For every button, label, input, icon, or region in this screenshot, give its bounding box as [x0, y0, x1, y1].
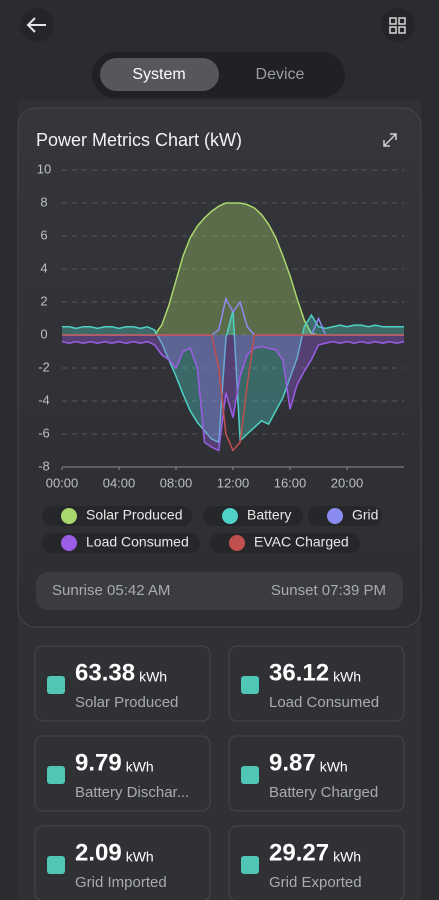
y-tick-label: 6 — [40, 227, 47, 242]
legend-pill[interactable] — [42, 506, 192, 526]
legend-pill[interactable] — [308, 506, 382, 526]
x-tick-label: 20:00 — [331, 475, 364, 490]
legend-swatch — [61, 508, 77, 524]
stat-label: Solar Produced — [75, 694, 178, 711]
stat-icon — [241, 766, 259, 784]
chart-title: Power Metrics Chart (kW) — [36, 130, 242, 150]
stat-value: 36.12 — [269, 659, 329, 686]
stat-card — [34, 645, 211, 722]
sunrise: Sunrise 05:42 AM — [52, 582, 170, 599]
stat-card — [228, 735, 405, 812]
stat-label: Grid Exported — [269, 874, 362, 891]
stat-card — [34, 825, 211, 900]
legend-swatch — [222, 508, 238, 524]
x-tick-label: 00:00 — [46, 475, 79, 490]
x-tick-label: 08:00 — [160, 475, 193, 490]
stat-unit: kWh — [139, 669, 167, 685]
y-tick-label: 2 — [40, 293, 47, 308]
stat-unit: kWh — [126, 759, 154, 775]
legend-label: Grid — [352, 507, 378, 523]
stat-unit: kWh — [320, 759, 348, 775]
tab[interactable]: System — [132, 66, 185, 83]
chart-card — [17, 107, 422, 628]
stat-icon — [241, 856, 259, 874]
back-button[interactable] — [20, 8, 54, 42]
stat-unit: kWh — [126, 849, 154, 865]
legend-pill[interactable] — [210, 533, 360, 553]
series-area — [62, 203, 404, 335]
stat-value: 2.09 — [75, 839, 122, 866]
y-tick-label: -6 — [38, 425, 50, 440]
y-tick-label: 8 — [40, 194, 47, 209]
tab-active[interactable] — [100, 58, 219, 91]
stat-value: 29.27 — [269, 839, 329, 866]
y-tick-label: 0 — [40, 326, 47, 341]
stat-unit: kWh — [333, 849, 361, 865]
legend-pill[interactable] — [42, 533, 200, 553]
stat-value: 9.87 — [269, 749, 316, 776]
expand-button[interactable] — [383, 133, 397, 147]
y-tick-label: -8 — [38, 458, 50, 473]
legend-label: EVAC Charged — [254, 534, 349, 550]
x-tick-label: 12:00 — [217, 475, 250, 490]
legend-label: Load Consumed — [86, 534, 189, 550]
stat-label: Load Consumed — [269, 694, 379, 711]
legend-label: Solar Produced — [86, 507, 183, 523]
grid-button[interactable] — [381, 8, 415, 42]
stat-label: Battery Charged — [269, 784, 378, 801]
legend: Solar Produced Battery Grid Load Consumed EV… — [42, 506, 382, 553]
sun-bar — [36, 572, 403, 610]
x-tick-label: 04:00 — [103, 475, 136, 490]
stat-icon — [47, 856, 65, 874]
y-tick-label: -2 — [38, 359, 50, 374]
y-tick-label: 10 — [37, 161, 51, 176]
legend-swatch — [229, 535, 245, 551]
stat-icon — [47, 676, 65, 694]
series-line — [62, 310, 404, 444]
stat-icon — [47, 766, 65, 784]
tab[interactable]: Device — [256, 66, 305, 83]
legend-swatch — [61, 535, 77, 551]
series-line — [61, 340, 405, 452]
series-area — [62, 335, 404, 451]
y-tick-label: 4 — [40, 260, 47, 275]
series-line — [62, 334, 404, 452]
plot: -8 -6 -4 -2 0 2 4 6 8 10 00:00 04:00 08:00 12:00 16:00… — [37, 161, 405, 490]
stat-value: 63.38 — [75, 659, 135, 686]
stat-card — [228, 645, 405, 722]
legend-swatch — [327, 508, 343, 524]
stat-card — [34, 735, 211, 812]
stat-icon — [241, 676, 259, 694]
y-tick-label: -4 — [38, 392, 50, 407]
stat-label: Grid Imported — [75, 874, 167, 891]
legend-label: Battery — [247, 507, 291, 523]
sunset: Sunset 07:39 PM — [271, 582, 386, 599]
stat-label: Battery Dischar... — [75, 784, 189, 801]
stat-value: 9.79 — [75, 749, 122, 776]
stat-unit: kWh — [333, 669, 361, 685]
stat-card — [228, 825, 405, 900]
x-tick-label: 16:00 — [274, 475, 307, 490]
